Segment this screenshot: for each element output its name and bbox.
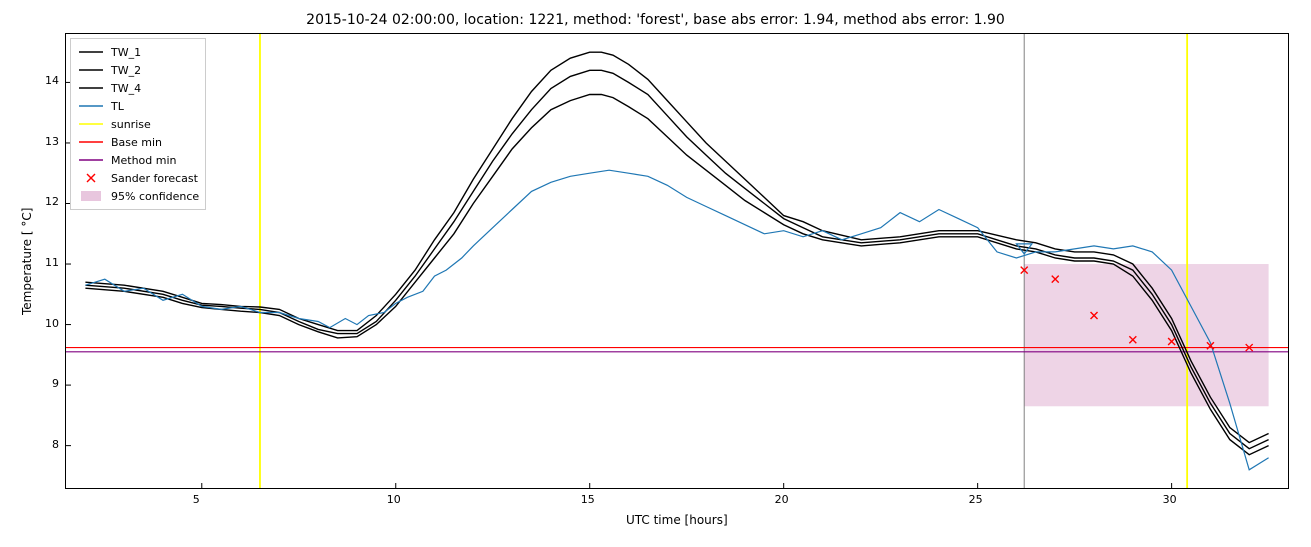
legend-entry: Sander forecast <box>77 169 199 187</box>
figure: 2015-10-24 02:00:00, location: 1221, met… <box>0 0 1311 547</box>
xtick-label: 20 <box>775 493 789 506</box>
ytick-label: 14 <box>45 74 59 87</box>
legend-swatch <box>77 189 105 203</box>
legend: TW_1 TW_2 TW_4 TL sunrise Base min Method min S… <box>70 38 206 210</box>
legend-label: Base min <box>111 136 162 149</box>
legend-entry: sunrise <box>77 115 199 133</box>
legend-swatch <box>77 171 105 185</box>
legend-label: TL <box>111 100 124 113</box>
ytick-label: 10 <box>45 317 59 330</box>
legend-entry: TW_4 <box>77 79 199 97</box>
xtick-label: 5 <box>193 493 200 506</box>
legend-label: TW_2 <box>111 64 141 77</box>
legend-label: TW_4 <box>111 82 141 95</box>
ytick-label: 9 <box>52 377 59 390</box>
legend-swatch <box>77 99 105 113</box>
xtick-label: 25 <box>969 493 983 506</box>
legend-label: 95% confidence <box>111 190 199 203</box>
legend-entry: 95% confidence <box>77 187 199 205</box>
y-axis-label: Temperature [ °C] <box>20 208 34 315</box>
legend-swatch <box>77 135 105 149</box>
legend-swatch <box>77 63 105 77</box>
ytick-label: 12 <box>45 195 59 208</box>
ytick-label: 11 <box>45 256 59 269</box>
legend-swatch <box>77 81 105 95</box>
legend-entry: Method min <box>77 151 199 169</box>
xtick-label: 15 <box>581 493 595 506</box>
legend-entry: TW_1 <box>77 43 199 61</box>
xtick-label: 10 <box>387 493 401 506</box>
plot-svg <box>66 34 1288 488</box>
legend-entry: TL <box>77 97 199 115</box>
x-axis-label: UTC time [hours] <box>626 513 728 527</box>
plot-area <box>65 33 1289 489</box>
confidence-band <box>1024 264 1268 406</box>
legend-swatch <box>77 153 105 167</box>
ytick-label: 8 <box>52 438 59 451</box>
chart-title: 2015-10-24 02:00:00, location: 1221, met… <box>0 12 1311 28</box>
xtick-label: 30 <box>1163 493 1177 506</box>
legend-label: sunrise <box>111 118 151 131</box>
legend-swatch <box>77 117 105 131</box>
legend-entry: Base min <box>77 133 199 151</box>
legend-label: Sander forecast <box>111 172 198 185</box>
ytick-label: 13 <box>45 135 59 148</box>
legend-swatch <box>77 45 105 59</box>
legend-label: Method min <box>111 154 177 167</box>
legend-entry: TW_2 <box>77 61 199 79</box>
legend-label: TW_1 <box>111 46 141 59</box>
